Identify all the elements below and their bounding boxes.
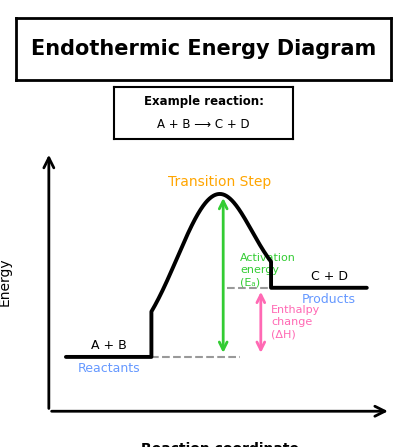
Text: Reaction coordinate: Reaction coordinate	[141, 443, 299, 447]
Text: Transition Step: Transition Step	[168, 175, 271, 189]
Text: C + D: C + D	[311, 270, 348, 283]
Text: A + B ⟶ C + D: A + B ⟶ C + D	[157, 118, 250, 131]
Text: Products: Products	[302, 293, 356, 306]
Text: Activation
energy
(Eₐ): Activation energy (Eₐ)	[240, 253, 296, 288]
Text: Endothermic Energy Diagram: Endothermic Energy Diagram	[31, 39, 376, 59]
Text: A + B: A + B	[91, 339, 127, 352]
Text: Example reaction:: Example reaction:	[144, 95, 263, 108]
Text: Reactants: Reactants	[77, 362, 140, 375]
Text: Energy: Energy	[0, 257, 11, 306]
Text: Enthalpy
change
(ΔH): Enthalpy change (ΔH)	[271, 305, 320, 340]
